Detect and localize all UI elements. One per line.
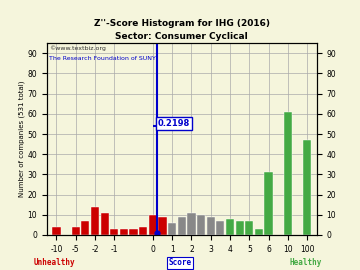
Bar <box>91 207 99 235</box>
Bar <box>187 213 195 235</box>
Bar <box>72 227 80 235</box>
Bar <box>226 219 234 235</box>
Bar <box>130 229 138 235</box>
Bar <box>235 221 244 235</box>
Bar <box>265 172 273 235</box>
Text: The Research Foundation of SUNY: The Research Foundation of SUNY <box>49 56 156 61</box>
Bar <box>216 221 225 235</box>
Text: 0.2198: 0.2198 <box>158 119 190 128</box>
Text: Score: Score <box>168 258 192 267</box>
Bar <box>110 229 118 235</box>
Bar <box>100 213 109 235</box>
Bar <box>197 215 205 235</box>
Bar <box>245 221 253 235</box>
Title: Z''-Score Histogram for IHG (2016)
Sector: Consumer Cyclical: Z''-Score Histogram for IHG (2016) Secto… <box>94 19 270 41</box>
Bar <box>303 140 311 235</box>
Bar <box>52 227 60 235</box>
Bar <box>178 217 186 235</box>
Bar <box>81 221 90 235</box>
Bar <box>284 112 292 235</box>
Bar <box>207 217 215 235</box>
Bar <box>149 215 157 235</box>
Bar <box>120 229 128 235</box>
Bar <box>158 217 167 235</box>
Y-axis label: Number of companies (531 total): Number of companies (531 total) <box>18 81 24 197</box>
Text: Healthy: Healthy <box>290 258 322 267</box>
Text: ©www.textbiz.org: ©www.textbiz.org <box>49 46 105 51</box>
Bar <box>168 223 176 235</box>
Bar <box>139 227 147 235</box>
Bar <box>255 229 263 235</box>
Text: Unhealthy: Unhealthy <box>33 258 75 267</box>
